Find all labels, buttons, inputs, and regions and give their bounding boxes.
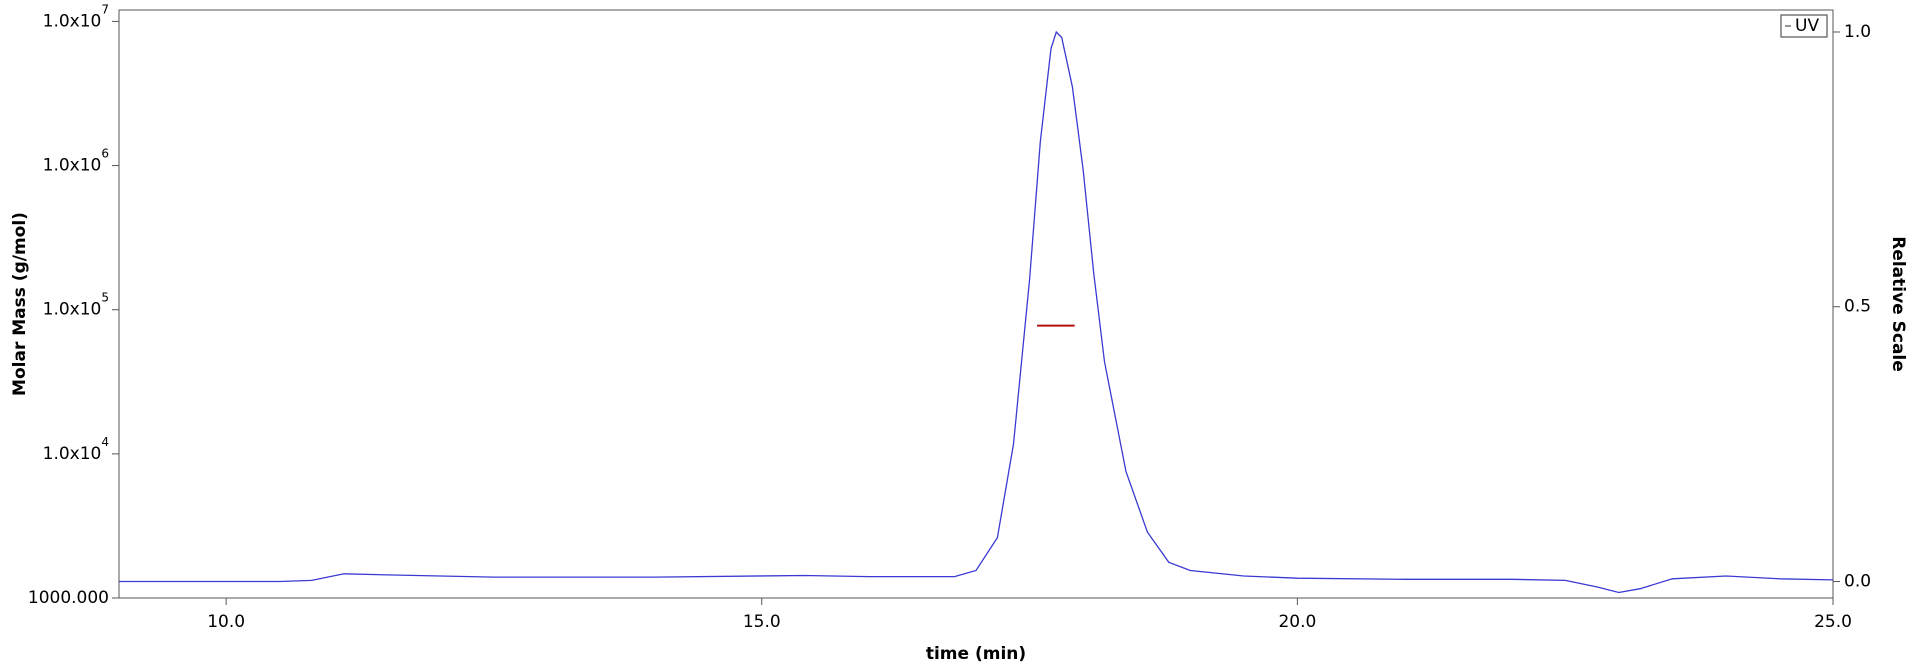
x-axis-label: time (min)	[926, 644, 1026, 664]
plot-frame	[118, 9, 1834, 599]
y-tick-label: 1.0x107	[43, 2, 109, 32]
y2-tick-label: 0.0	[1844, 572, 1871, 592]
y-tick-label-exponent: 5	[101, 290, 109, 304]
y-tick-label-exponent: 6	[101, 146, 109, 160]
y-tick-label-exponent: 4	[101, 434, 109, 448]
y-tick-label-base: 1.0x10	[43, 156, 102, 176]
legend: UV	[1780, 14, 1828, 38]
y-tick-label-base: 1.0x10	[43, 444, 102, 464]
y2-tick-label: 0.5	[1844, 297, 1871, 317]
y-tick-label-base: 1.0x10	[43, 11, 102, 31]
series-line	[119, 30, 1834, 594]
y-tick-label-base: 1.0x10	[43, 300, 102, 320]
y-tick-label: 1.0x106	[43, 146, 109, 176]
x-tick-label: 25.0	[1814, 612, 1852, 632]
y-tick-label: 1.0x105	[43, 290, 109, 320]
y-tick-label-base: 1000.000	[28, 588, 109, 608]
y2-tick-label: 1.0	[1844, 22, 1871, 42]
y2-axis-label: Relative Scale	[1888, 236, 1908, 372]
legend-label: UV	[1795, 16, 1819, 36]
x-tick-label: 15.0	[743, 612, 781, 632]
y-tick-label: 1000.000	[28, 588, 109, 608]
y-tick-label-exponent: 7	[101, 2, 109, 16]
x-tick-label: 10.0	[207, 612, 245, 632]
legend-box	[1780, 14, 1828, 38]
y-tick-label: 1.0x104	[43, 434, 109, 464]
x-tick-label: 20.0	[1278, 612, 1316, 632]
y-axis-label: Molar Mass (g/mol)	[10, 212, 30, 396]
